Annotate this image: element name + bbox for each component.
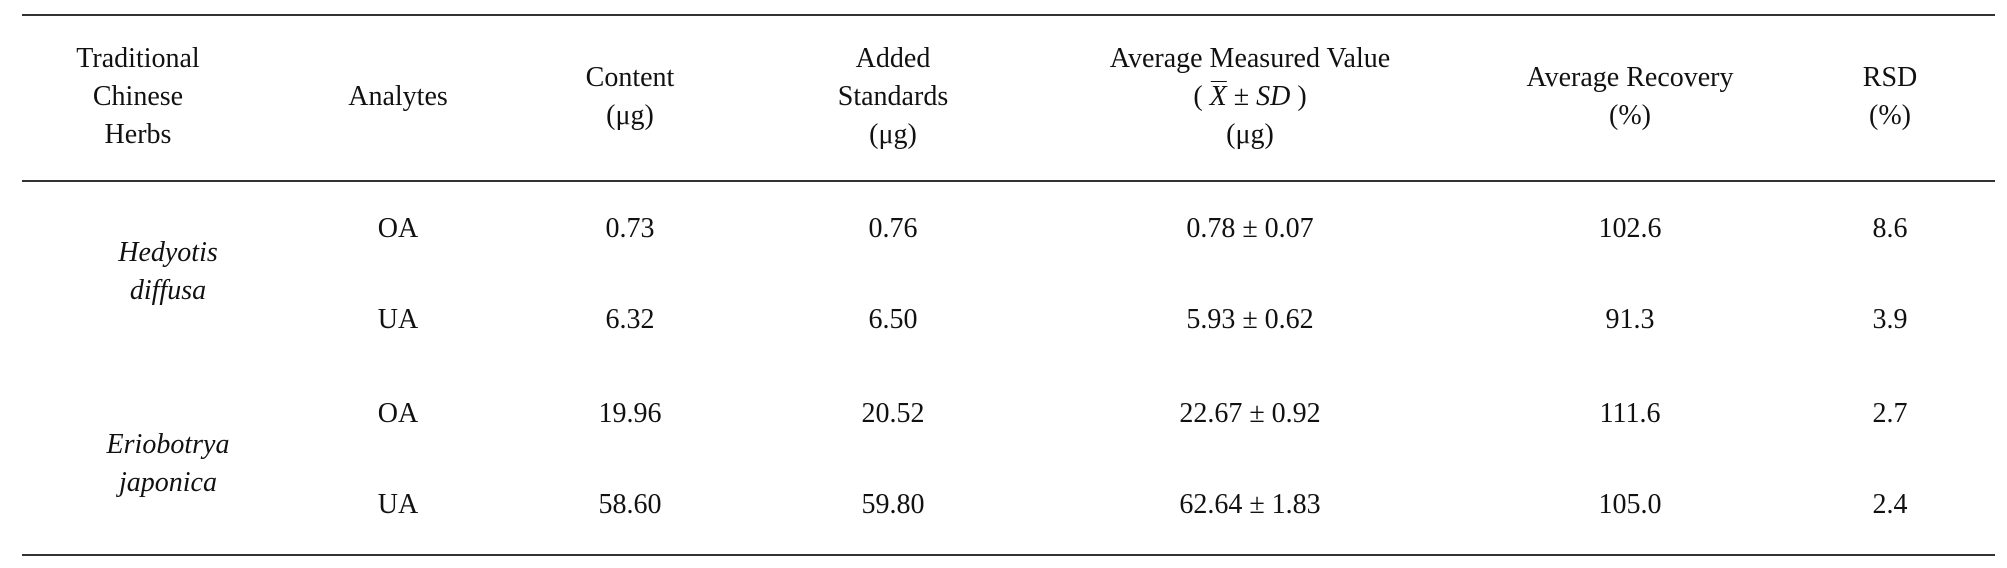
herb-name: Eriobotrya japonica	[106, 429, 230, 498]
cell-rsd: 8.6	[1872, 213, 1908, 244]
cell-added: 59.80	[861, 489, 925, 520]
cell-recovery: 111.6	[1599, 398, 1661, 429]
header-added-standards: Added Standards (μg)	[837, 43, 949, 150]
cell-content: 6.32	[605, 304, 655, 335]
cell-recovery: 91.3	[1605, 304, 1655, 335]
cell-analyte: UA	[377, 489, 419, 520]
cell-content: 0.73	[605, 213, 655, 244]
cell-added: 20.52	[861, 398, 925, 429]
header-herbs: Traditional Chinese Herbs	[76, 43, 200, 150]
cell-analyte: OA	[377, 398, 419, 429]
cell-added: 6.50	[868, 304, 918, 335]
measured-formula: ( X ± SD )	[1110, 78, 1390, 116]
cell-content: 19.96	[598, 398, 662, 429]
cell-analyte: UA	[377, 304, 419, 335]
cell-measured: 22.67 ± 0.92	[1179, 398, 1321, 429]
herb-name: Hedyotis diffusa	[118, 237, 218, 306]
header-analytes: Analytes	[348, 81, 448, 112]
cell-rsd: 2.7	[1872, 398, 1908, 429]
cell-analyte: OA	[377, 213, 419, 244]
cell-content: 58.60	[598, 489, 662, 520]
cell-added: 0.76	[868, 213, 918, 244]
header-content: Content (μg)	[585, 62, 675, 131]
table-top-rule	[22, 14, 1995, 16]
cell-measured: 5.93 ± 0.62	[1186, 304, 1314, 335]
cell-rsd: 2.4	[1872, 489, 1908, 520]
header-measured-value: Average Measured Value ( X ± SD ) (μg)	[1109, 43, 1391, 150]
cell-measured: 62.64 ± 1.83	[1179, 489, 1321, 520]
cell-measured: 0.78 ± 0.07	[1186, 213, 1314, 244]
cell-recovery: 105.0	[1598, 489, 1662, 520]
cell-rsd: 3.9	[1872, 304, 1908, 335]
cell-recovery: 102.6	[1598, 213, 1662, 244]
table-header-rule	[22, 180, 1995, 182]
header-average-recovery: Average Recovery (%)	[1526, 62, 1734, 131]
table-bottom-rule	[22, 554, 1995, 556]
header-rsd: RSD (%)	[1862, 62, 1918, 131]
